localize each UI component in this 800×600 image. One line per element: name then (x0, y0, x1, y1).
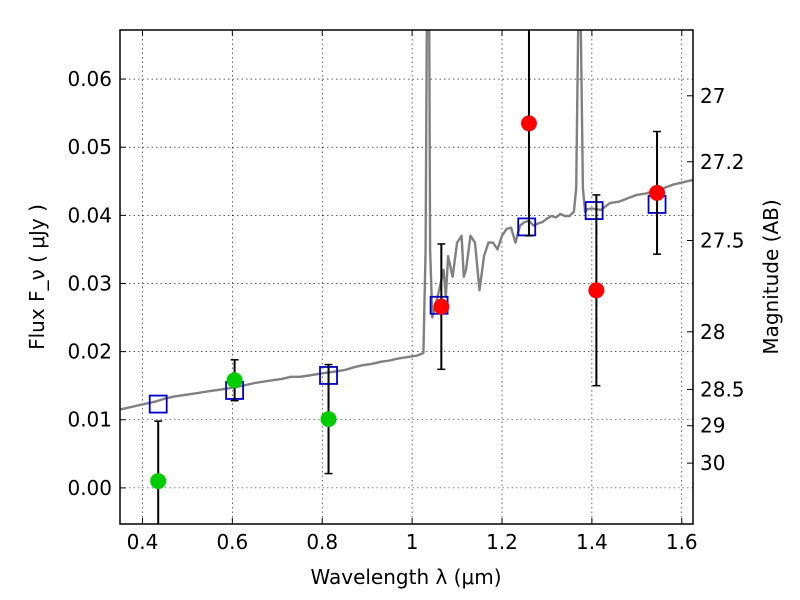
y-tick-label: 0.04 (67, 203, 112, 227)
template-spectrum-line (120, 30, 693, 411)
y-tick-label: 0.06 (67, 67, 112, 91)
tick-labels: 0.4 0.6 0.8 1 1.2 1.4 1.6 0.00 0.01 0.02 0.03 0.04 0… (67, 67, 744, 554)
grid-lines (120, 30, 693, 524)
right-tick-label: 27 (700, 84, 725, 108)
right-tick-label: 28 (700, 320, 725, 344)
right-tick-label: 30 (700, 451, 725, 475)
right-tick-label: 29 (700, 414, 725, 438)
right-tick-label: 27.5 (700, 228, 745, 252)
x-tick-label: 0.6 (216, 530, 248, 554)
photometry-point-red (649, 184, 666, 201)
right-axis-label: Magnitude (AB) (759, 199, 783, 354)
right-tick-label: 28.5 (700, 377, 745, 401)
photometry-point-green (226, 372, 243, 389)
model-flux-square (584, 201, 604, 220)
x-tick-label: 0.4 (127, 530, 159, 554)
photometry-point-red (520, 115, 537, 132)
x-tick-label: 0.8 (306, 530, 338, 554)
x-tick-label: 1 (406, 530, 419, 554)
axis-ticks (120, 30, 693, 524)
y-tick-label: 0.00 (67, 476, 112, 500)
x-tick-label: 1.2 (486, 530, 518, 554)
y-tick-label: 0.02 (67, 340, 112, 364)
plot-area (120, 30, 693, 524)
x-axis-label: Wavelength λ (μm) (310, 565, 501, 589)
x-tick-label: 1.6 (666, 530, 698, 554)
photometry-point-green (320, 411, 337, 428)
y-axis-label: Flux F_ν ( μJy ) (25, 204, 49, 350)
photometry-point-red (588, 282, 605, 299)
y-tick-label: 0.05 (67, 135, 112, 159)
photometry-point-green (150, 473, 167, 490)
plot-frame (119, 29, 694, 525)
model-flux-square (148, 394, 168, 414)
right-tick-label: 27.2 (700, 150, 745, 174)
y-tick-label: 0.01 (67, 408, 112, 432)
x-tick-label: 1.4 (576, 530, 608, 554)
y-tick-label: 0.03 (67, 271, 112, 295)
photometry-point-red (433, 298, 450, 315)
